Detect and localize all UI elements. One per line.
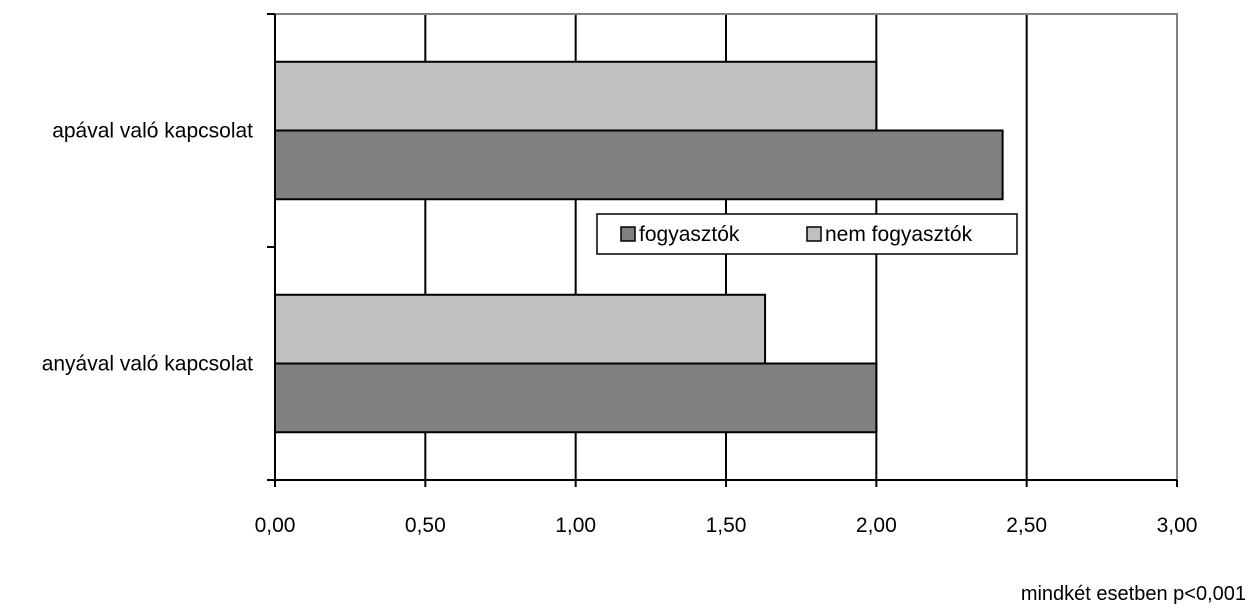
legend-swatch-nem-fogyasztok bbox=[806, 226, 822, 242]
x-tick-label: 2,00 bbox=[856, 514, 897, 537]
x-tick-label: 1,50 bbox=[706, 514, 747, 537]
bar-fogyasztok-0 bbox=[274, 129, 1004, 201]
bar-nem-fogyasztok-1 bbox=[274, 293, 767, 365]
axis-labels: 0,00 0,50 1,00 1,50 2,00 2,50 3,00 apával való … bbox=[42, 120, 1198, 538]
legend: fogyasztók nem fogyasztók bbox=[596, 213, 1018, 255]
legend-swatch-fogyasztok bbox=[620, 226, 636, 242]
category-label: anyával való kapcsolat bbox=[42, 353, 253, 376]
x-tick-label: 2,50 bbox=[1006, 514, 1047, 537]
legend-label-nem-fogyasztok: nem fogyasztók bbox=[825, 223, 973, 246]
category-label: apával való kapcsolat bbox=[52, 120, 253, 143]
legend-label-fogyasztok: fogyasztók bbox=[639, 223, 740, 246]
bar-fogyasztok-1 bbox=[274, 362, 878, 434]
significance-note: mindkét esetben p<0,001 bbox=[1021, 583, 1246, 605]
axis-ticks bbox=[267, 13, 1178, 487]
x-tick-label: 0,00 bbox=[255, 514, 296, 537]
x-tick-label: 1,00 bbox=[555, 514, 596, 537]
x-tick-label: 0,50 bbox=[405, 514, 446, 537]
bar-nem-fogyasztok-0 bbox=[274, 60, 878, 132]
x-tick-label: 3,00 bbox=[1157, 514, 1198, 537]
